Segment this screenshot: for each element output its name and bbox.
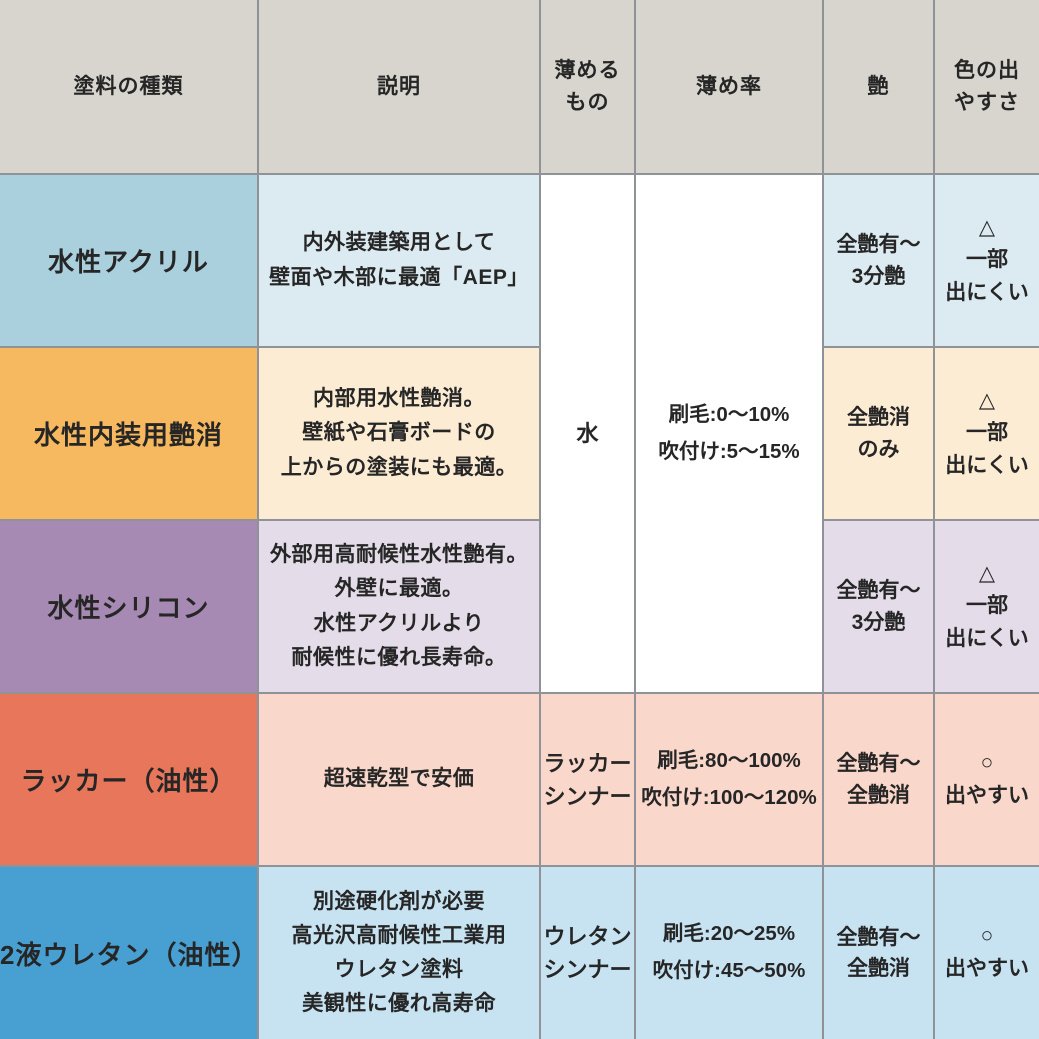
row-lacquer-oil: ラッカー（油性） 超速乾型で安価 ラッカー シンナー 刷毛:80〜100% 吹付…	[0, 692, 1039, 867]
gloss-cell: 全艶有〜 3分艶	[822, 519, 935, 694]
row-water-interior-matte: 水性内装用艶消 内部用水性艶消。 壁紙や石膏ボードの 上からの塗装にも最適。 全…	[0, 346, 1039, 521]
color-ease-cell: ○ 出やすい	[933, 865, 1039, 1039]
dilution-ratio-cell: 刷毛:20〜25% 吹付け:45〜50%	[634, 865, 824, 1039]
header-gloss: 艶	[822, 0, 935, 175]
thinner-cell: ウレタン シンナー	[539, 865, 636, 1039]
color-ease-cell: ○ 出やすい	[933, 692, 1039, 867]
header-row: 塗料の種類 説明 薄める もの 薄め率 艶 色の出 やすさ	[0, 0, 1039, 175]
paint-name-cell: 水性シリコン	[0, 519, 259, 694]
paint-name-cell: 水性内装用艶消	[0, 346, 259, 521]
description-cell: 超速乾型で安価	[257, 692, 541, 867]
thinner-cell: ラッカー シンナー	[539, 692, 636, 867]
description-cell: 内部用水性艶消。 壁紙や石膏ボードの 上からの塗装にも最適。	[257, 346, 541, 521]
dilution-ratio-cell: 刷毛:80〜100% 吹付け:100〜120%	[634, 692, 824, 867]
gloss-cell: 全艶有〜 全艶消	[822, 865, 935, 1039]
gloss-cell: 全艶有〜 3分艶	[822, 173, 935, 348]
description-cell: 外部用高耐候性水性艶有。 外壁に最適。 水性アクリルより 耐候性に優れ長寿命。	[257, 519, 541, 694]
row-water-silicone: 水性シリコン 外部用高耐候性水性艶有。 外壁に最適。 水性アクリルより 耐候性に…	[0, 519, 1039, 694]
color-ease-cell: △ 一部 出にくい	[933, 519, 1039, 694]
header-paint-type: 塗料の種類	[0, 0, 259, 175]
thinner-cell-shared-water: 水	[539, 173, 636, 694]
description-cell: 別途硬化剤が必要 高光沢高耐候性工業用 ウレタン塗料 美観性に優れ高寿命	[257, 865, 541, 1039]
row-water-acrylic: 水性アクリル 内外装建築用として 壁面や木部に最適「AEP」 水 刷毛:0〜10…	[0, 173, 1039, 694]
color-ease-cell: △ 一部 出にくい	[933, 173, 1039, 348]
header-description: 説明	[257, 0, 541, 175]
paint-name-cell: 2液ウレタン（油性）	[0, 865, 259, 1039]
paint-name-cell: ラッカー（油性）	[0, 692, 259, 867]
row-two-part-urethane-oil: 2液ウレタン（油性） 別途硬化剤が必要 高光沢高耐候性工業用 ウレタン塗料 美観…	[0, 865, 1039, 1039]
color-ease-cell: △ 一部 出にくい	[933, 346, 1039, 521]
paint-name-cell: 水性アクリル	[0, 173, 259, 348]
dilution-ratio-cell-shared-water: 刷毛:0〜10% 吹付け:5〜15%	[634, 173, 824, 694]
gloss-cell: 全艶消 のみ	[822, 346, 935, 521]
gloss-cell: 全艶有〜 全艶消	[822, 692, 935, 867]
description-cell: 内外装建築用として 壁面や木部に最適「AEP」	[257, 173, 541, 348]
header-color-ease: 色の出 やすさ	[933, 0, 1039, 175]
header-thinner: 薄める もの	[539, 0, 636, 175]
header-dilution-ratio: 薄め率	[634, 0, 824, 175]
